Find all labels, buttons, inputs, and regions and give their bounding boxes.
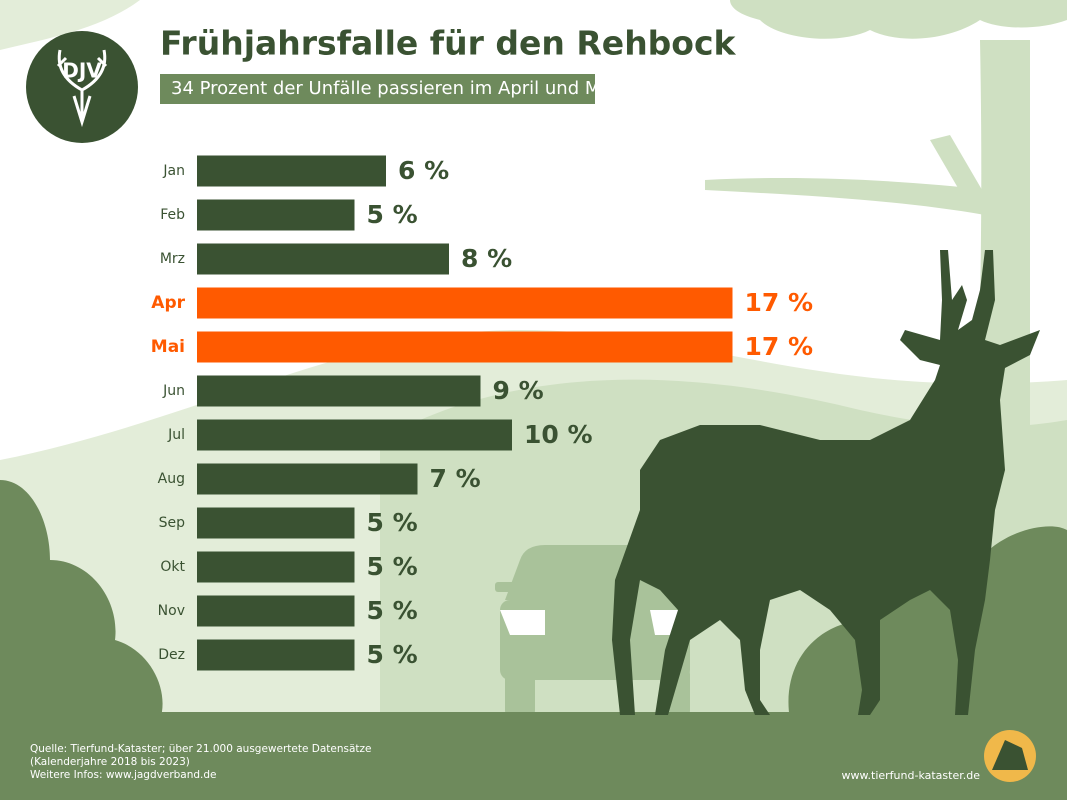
category-label: Nov [158, 603, 185, 619]
bar [197, 287, 733, 319]
bar [197, 507, 355, 539]
value-label: 17 % [745, 332, 814, 361]
category-label: Jun [162, 383, 185, 399]
chart-title: Frühjahrsfalle für den Rehbock [160, 24, 737, 63]
category-label: Dez [158, 647, 185, 663]
website: www.tierfund-kataster.de [842, 769, 981, 782]
category-label: Aug [158, 471, 185, 487]
value-label: 17 % [745, 288, 814, 317]
category-label: Mai [151, 337, 185, 357]
value-label: 5 % [367, 200, 418, 229]
logo-text: DJV [62, 59, 102, 83]
bar [197, 463, 418, 495]
value-label: 5 % [367, 508, 418, 537]
logo-antlers [56, 49, 108, 128]
bar [197, 419, 512, 451]
source-line: Weitere Infos: www.jagdverband.de [30, 769, 217, 781]
category-label: Sep [159, 515, 186, 531]
category-label: Feb [160, 207, 185, 223]
category-label: Jul [167, 427, 185, 443]
bar [197, 595, 355, 627]
value-label: 9 % [493, 376, 544, 405]
chart-subtitle: 34 Prozent der Unfälle passieren im Apri… [171, 78, 616, 99]
bar [197, 331, 733, 363]
value-label: 6 % [398, 156, 449, 185]
bar [197, 375, 481, 407]
category-label: Mrz [160, 251, 185, 267]
bar [197, 639, 355, 671]
category-label: Jan [162, 163, 185, 179]
source-line: Quelle: Tierfund-Kataster; über 21.000 a… [30, 743, 372, 755]
subtitle-box [160, 74, 595, 104]
bar [197, 199, 355, 231]
value-label: 5 % [367, 596, 418, 625]
category-label: Apr [151, 293, 185, 313]
value-label: 8 % [461, 244, 512, 273]
source: Quelle: Tierfund-Kataster; über 21.000 a… [30, 743, 372, 781]
value-label: 10 % [524, 420, 593, 449]
logo [26, 31, 138, 143]
bar [197, 243, 449, 275]
source-line: (Kalenderjahre 2018 bis 2023) [30, 756, 190, 768]
value-label: 7 % [430, 464, 481, 493]
value-label: 5 % [367, 640, 418, 669]
value-label: 5 % [367, 552, 418, 581]
bar [197, 155, 386, 187]
category-label: Okt [160, 559, 185, 575]
bar [197, 551, 355, 583]
